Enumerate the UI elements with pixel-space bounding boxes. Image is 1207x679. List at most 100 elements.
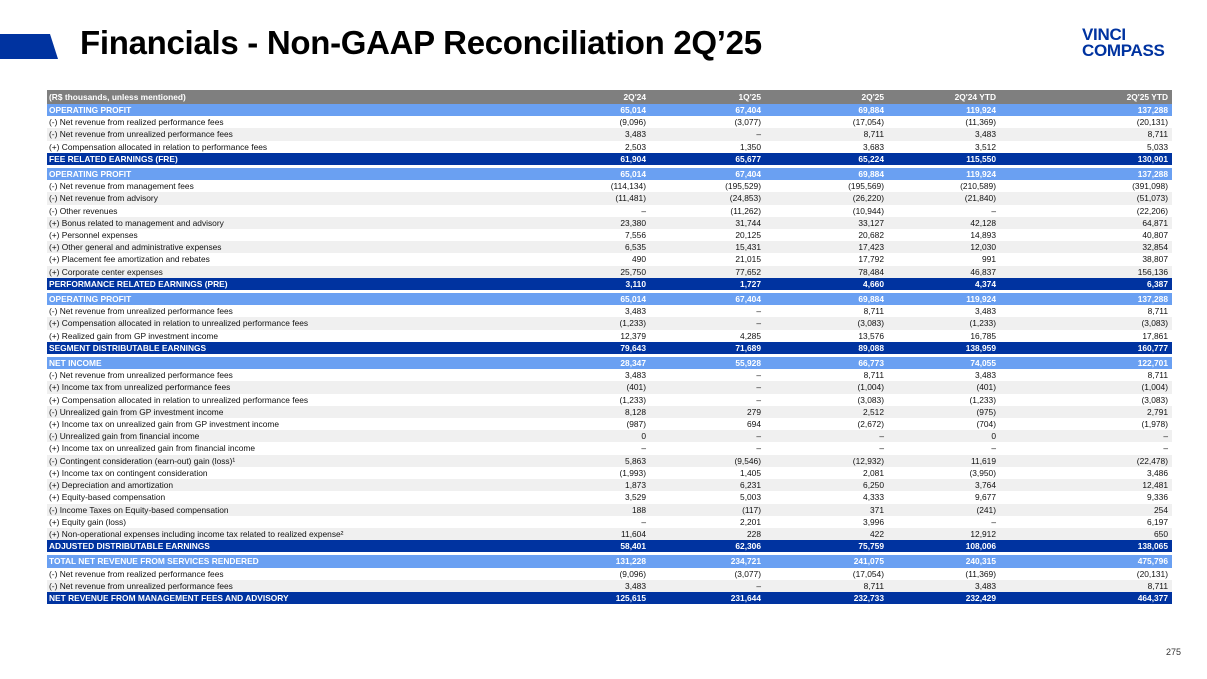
row-label: PERFORMANCE RELATED EARNINGS (PRE)	[47, 277, 550, 291]
table-row: (-) Unrealized gain from financial incom…	[47, 430, 1172, 443]
row-label: (-) Unrealized gain from financial incom…	[47, 430, 550, 443]
value-2q25: 17,423	[765, 241, 888, 254]
value-1q25: 694	[650, 418, 765, 431]
value-2q25-ytd: 2,791	[1000, 405, 1172, 419]
value-1q25: 77,652	[650, 265, 765, 278]
table-header-row: (R$ thousands, unless mentioned) 2Q'24 1…	[47, 90, 1172, 104]
table-row: (+) Income tax on unrealized gain from G…	[47, 418, 1172, 431]
value-2q24-ytd: 3,483	[888, 128, 1000, 141]
value-2q24-ytd: 108,006	[888, 540, 1000, 553]
value-2q24: 490	[550, 253, 650, 266]
row-label: (+) Realized gain from GP investment inc…	[47, 329, 550, 342]
value-2q25: –	[765, 442, 888, 455]
logo-line-1: VINCI	[1082, 25, 1126, 44]
table-row: (+) Corporate center expenses 25,750 77,65…	[47, 265, 1172, 278]
row-label: (+) Equity gain (loss)	[47, 515, 550, 528]
table-row: (-) Contingent consideration (earn-out) …	[47, 454, 1172, 467]
value-2q25-ytd: 156,136	[1000, 265, 1172, 278]
section-header-row: NET INCOME 28,347 55,928 66,773 74,055 122,70…	[47, 357, 1172, 370]
value-2q24-ytd: (3,950)	[888, 466, 1000, 480]
spacer	[47, 165, 1172, 169]
value-2q24: 58,401	[550, 540, 650, 553]
value-2q24: (114,134)	[550, 180, 650, 193]
value-2q24: (987)	[550, 418, 650, 431]
value-2q24: 12,379	[550, 329, 650, 342]
value-2q24: 61,904	[550, 152, 650, 166]
value-1q25: 67,404	[650, 293, 765, 306]
value-2q24: 3,529	[550, 491, 650, 504]
value-2q24: 3,483	[550, 579, 650, 592]
row-label: (+) Non-operational expenses including i…	[47, 527, 550, 541]
table-row: (+) Personnel expenses 7,556 20,125 20,682 1…	[47, 229, 1172, 242]
row-label: (+) Income tax from unrealized performan…	[47, 381, 550, 394]
value-1q25: –	[650, 369, 765, 382]
value-2q25: (17,054)	[765, 116, 888, 129]
value-2q25: 232,733	[765, 591, 888, 605]
value-1q25: 1,350	[650, 140, 765, 153]
value-2q25-ytd: 464,377	[1000, 591, 1172, 605]
value-2q25: 78,484	[765, 265, 888, 278]
header-label: (R$ thousands, unless mentioned)	[47, 90, 550, 104]
value-2q24-ytd: 119,924	[888, 104, 1000, 117]
value-2q24-ytd: 3,483	[888, 579, 1000, 592]
value-2q24-ytd: 138,959	[888, 341, 1000, 355]
value-2q25-ytd: 64,871	[1000, 216, 1172, 230]
spacer	[47, 354, 1172, 358]
company-logo: VINCI COMPASS	[1082, 25, 1165, 59]
value-2q25: 8,711	[765, 579, 888, 592]
row-label: FEE RELATED EARNINGS (FRE)	[47, 152, 550, 166]
value-2q24-ytd: 42,128	[888, 216, 1000, 230]
row-label: (+) Income tax on unrealized gain from G…	[47, 418, 550, 431]
value-1q25: (3,077)	[650, 116, 765, 129]
value-2q24-ytd: (704)	[888, 418, 1000, 431]
value-2q25-ytd: 3,486	[1000, 466, 1172, 480]
value-2q24: 6,535	[550, 241, 650, 254]
value-2q25: 4,333	[765, 491, 888, 504]
row-label: (-) Net revenue from advisory	[47, 192, 550, 205]
value-2q24: –	[550, 204, 650, 217]
value-2q25-ytd: 475,796	[1000, 555, 1172, 568]
value-2q24-ytd: 3,764	[888, 479, 1000, 492]
value-2q25: 8,711	[765, 305, 888, 318]
table-row: (+) Compensation allocated in relation t…	[47, 140, 1172, 153]
value-2q24-ytd: –	[888, 204, 1000, 217]
value-1q25: 67,404	[650, 104, 765, 117]
value-1q25: –	[650, 381, 765, 394]
value-2q25: 89,088	[765, 341, 888, 355]
value-2q24-ytd: 240,315	[888, 555, 1000, 568]
value-1q25: 15,431	[650, 241, 765, 254]
value-2q25: 2,081	[765, 466, 888, 480]
value-2q24: 125,615	[550, 591, 650, 605]
value-2q25: 3,996	[765, 515, 888, 528]
value-2q24-ytd: 0	[888, 430, 1000, 443]
value-2q24-ytd: 3,512	[888, 140, 1000, 153]
value-1q25: 2,201	[650, 515, 765, 528]
value-2q24: (11,481)	[550, 192, 650, 205]
table-row: (-) Net revenue from unrealized performa…	[47, 369, 1172, 382]
value-2q24: (9,096)	[550, 567, 650, 580]
table-row: (+) Income tax on contingent considerati…	[47, 466, 1172, 480]
value-2q24: 7,556	[550, 229, 650, 242]
value-1q25: 234,721	[650, 555, 765, 568]
value-2q24-ytd: 16,785	[888, 329, 1000, 342]
section-header-row: TOTAL NET REVENUE FROM SERVICES RENDERED…	[47, 555, 1172, 568]
value-2q25-ytd: 6,197	[1000, 515, 1172, 528]
value-2q24-ytd: (210,589)	[888, 180, 1000, 193]
value-2q25-ytd: (391,098)	[1000, 180, 1172, 193]
value-2q24-ytd: 4,374	[888, 277, 1000, 291]
value-2q24-ytd: 119,924	[888, 168, 1000, 181]
table-row: (-) Net revenue from management fees (114…	[47, 180, 1172, 193]
value-2q24: 28,347	[550, 357, 650, 370]
value-2q24-ytd: 14,893	[888, 229, 1000, 242]
value-2q24: 25,750	[550, 265, 650, 278]
total-row: FEE RELATED EARNINGS (FRE) 61,904 65,677 65…	[47, 152, 1172, 166]
table-row: (+) Income tax on unrealized gain from f…	[47, 442, 1172, 455]
row-label: NET REVENUE FROM MANAGEMENT FEES AND ADV…	[47, 591, 550, 605]
total-row: PERFORMANCE RELATED EARNINGS (PRE) 3,110 1…	[47, 277, 1172, 291]
value-2q24-ytd: 115,550	[888, 152, 1000, 166]
value-2q24-ytd: 12,912	[888, 527, 1000, 541]
value-2q24: (1,993)	[550, 466, 650, 480]
section-header-row: OPERATING PROFIT 65,014 67,404 69,884 119,92…	[47, 293, 1172, 306]
header-2q25-ytd: 2Q'25 YTD	[1000, 90, 1172, 104]
table-row: (+) Compensation allocated in relation t…	[47, 317, 1172, 330]
